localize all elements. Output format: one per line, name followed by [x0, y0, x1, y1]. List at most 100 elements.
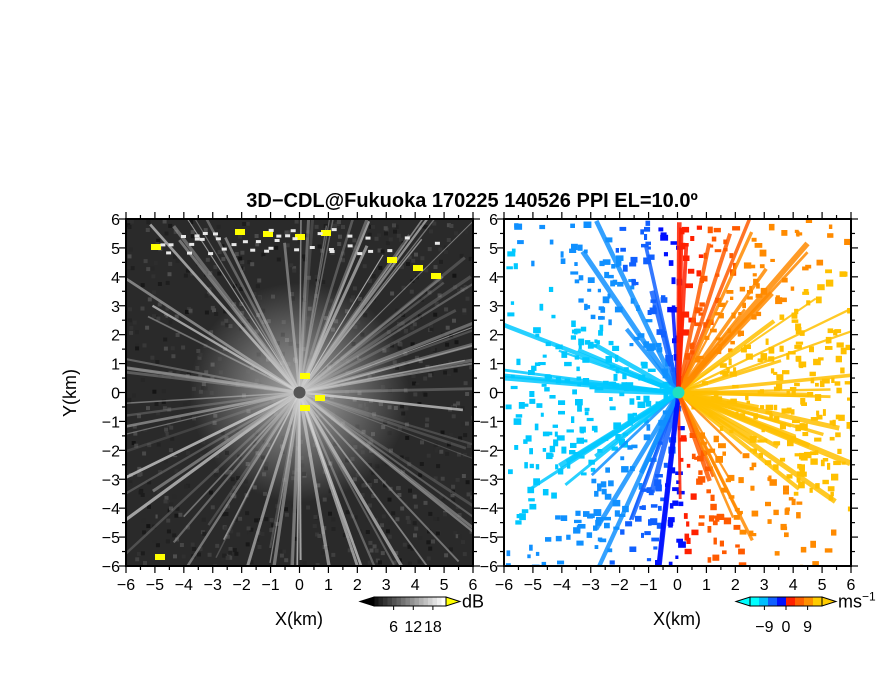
colorbar-unit-exponent: −1 — [862, 590, 876, 604]
y-tick-label: 6 — [489, 212, 498, 229]
colorbar-segment — [804, 597, 814, 606]
colorbar-segment — [813, 597, 823, 606]
colorbar-segment — [392, 597, 397, 606]
x-tick-label: −4 — [553, 577, 571, 594]
colorbar-segment — [410, 597, 415, 606]
x-tick-label: −3 — [204, 577, 222, 594]
chart-title: 3D−CDL@Fukuoka 170225 140526 PPI EL=10.0… — [246, 190, 698, 212]
y-tick-label: −6 — [102, 559, 120, 576]
y-tick-label: −5 — [102, 530, 120, 547]
x-tick-label: −2 — [611, 577, 629, 594]
colorbar-segment — [378, 597, 384, 606]
colorbar-tick-label: 6 — [389, 619, 398, 636]
y-tick-label: 1 — [111, 357, 120, 374]
right-velocity-field — [504, 219, 851, 566]
y-tick-label: 5 — [489, 241, 498, 258]
colorbar-unit: ms−1 — [838, 590, 876, 612]
y-tick-label: −4 — [102, 501, 120, 518]
left-edge-echoes — [160, 228, 440, 256]
left-panel-ticks: −6 −5 −4 −3 −2 −1 0 1 2 3 4 5 6 6 5 4 3 2 1 0 −1 −2 −3 −4 −5 −6 — [102, 212, 480, 594]
right-colorbar: −9 0 9 ms−1 — [734, 590, 876, 636]
y-tick-label: −2 — [480, 443, 498, 460]
y-tick-label: −1 — [102, 414, 120, 431]
colorbar-arrow-low — [358, 596, 375, 607]
y-tick-label: 2 — [489, 328, 498, 345]
colorbar-arrow-low — [734, 596, 751, 607]
colorbar-segment — [383, 597, 388, 606]
x-tick-label: −5 — [524, 577, 542, 594]
left-panel-image — [126, 219, 473, 566]
x-tick-label: −6 — [117, 577, 135, 594]
x-tick-label: 4 — [789, 577, 798, 594]
colorbar-segment — [437, 597, 442, 606]
left-strong-echoes — [151, 229, 441, 560]
colorbar-segment — [759, 597, 769, 606]
right-panel-ticks: −6 −5 −4 −3 −2 −1 0 1 2 3 4 5 6 6 5 4 3 2 1 0 −1 −2 −3 −4 −5 −6 — [480, 212, 858, 594]
colorbar-segment — [777, 597, 787, 606]
colorbar-arrow-high — [445, 596, 462, 607]
colorbar-segment — [750, 597, 760, 606]
x-tick-label: −5 — [146, 577, 164, 594]
x-tick-label: 6 — [847, 577, 856, 594]
colorbar-segment — [405, 597, 411, 606]
y-tick-label: −6 — [480, 559, 498, 576]
colorbar-tick-label: 0 — [782, 619, 791, 636]
y-tick-label: 0 — [111, 386, 120, 403]
colorbar-segment — [374, 597, 379, 606]
colorbar-segment — [414, 597, 420, 606]
colorbar-segment — [401, 597, 406, 606]
y-tick-label: −1 — [480, 414, 498, 431]
y-tick-label: −4 — [480, 501, 498, 518]
x-tick-label: 5 — [440, 577, 449, 594]
y-tick-label: −3 — [480, 472, 498, 489]
y-tick-label: 4 — [111, 270, 120, 287]
y-tick-label: −5 — [480, 530, 498, 547]
colorbar-tick-label: 18 — [424, 619, 442, 636]
x-tick-label: −1 — [261, 577, 279, 594]
x-tick-label: 5 — [818, 577, 827, 594]
x-tick-label: 0 — [673, 577, 682, 594]
x-tick-label: 0 — [295, 577, 304, 594]
y-tick-label: 3 — [489, 299, 498, 316]
right-panel-image — [504, 219, 851, 566]
x-tick-label: 3 — [760, 577, 769, 594]
colorbar-segment — [768, 597, 778, 606]
x-tick-label: −3 — [582, 577, 600, 594]
x-tick-label: 1 — [324, 577, 333, 594]
colorbar-segment — [432, 597, 438, 606]
y-tick-label: 2 — [111, 328, 120, 345]
colorbar-tick-label: 12 — [404, 619, 422, 636]
colorbar-segment — [423, 597, 429, 606]
x-tick-label: 2 — [353, 577, 362, 594]
y-tick-label: 4 — [489, 270, 498, 287]
colorbar-segment — [428, 597, 433, 606]
x-tick-label: 4 — [411, 577, 420, 594]
colorbar-segment — [786, 597, 796, 606]
left-x-axis-label: X(km) — [275, 609, 323, 629]
colorbar-tick-label: −9 — [755, 619, 773, 636]
y-tick-label: 1 — [489, 357, 498, 374]
y-tick-label: 3 — [111, 299, 120, 316]
left-center-marker — [293, 386, 306, 399]
colorbar-arrow-high — [821, 596, 838, 607]
colorbar-segment — [441, 597, 447, 606]
right-center-marker — [672, 386, 685, 399]
left-colorbar: 6 12 18 dB — [358, 592, 484, 636]
colorbar-segment — [387, 597, 393, 606]
y-tick-label: 6 — [111, 212, 120, 229]
x-tick-label: −2 — [233, 577, 251, 594]
x-tick-label: 3 — [382, 577, 391, 594]
x-tick-label: −4 — [175, 577, 193, 594]
left-y-axis-label: Y(km) — [60, 369, 80, 417]
x-tick-label: −1 — [639, 577, 657, 594]
colorbar-segment — [419, 597, 424, 606]
right-panel: −6 −5 −4 −3 −2 −1 0 1 2 3 4 5 6 6 5 4 3 2 1 0 −1 −2 −3 −4 −5 −6 X… — [480, 212, 876, 636]
x-tick-label: −6 — [495, 577, 513, 594]
colorbar-segment — [396, 597, 402, 606]
y-tick-label: −2 — [102, 443, 120, 460]
y-tick-label: −3 — [102, 472, 120, 489]
y-tick-label: 0 — [489, 386, 498, 403]
colorbar-tick-label: 9 — [803, 619, 812, 636]
